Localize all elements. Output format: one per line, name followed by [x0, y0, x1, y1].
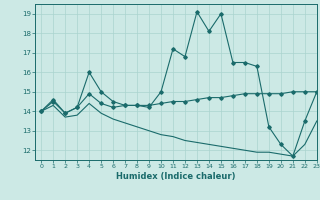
X-axis label: Humidex (Indice chaleur): Humidex (Indice chaleur) [116, 172, 236, 181]
